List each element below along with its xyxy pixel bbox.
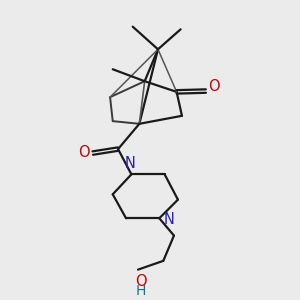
Text: O: O bbox=[135, 274, 146, 290]
Text: N: N bbox=[163, 212, 174, 227]
Text: O: O bbox=[208, 79, 219, 94]
Text: O: O bbox=[79, 145, 90, 160]
Text: N: N bbox=[124, 156, 136, 171]
Text: H: H bbox=[136, 284, 146, 298]
